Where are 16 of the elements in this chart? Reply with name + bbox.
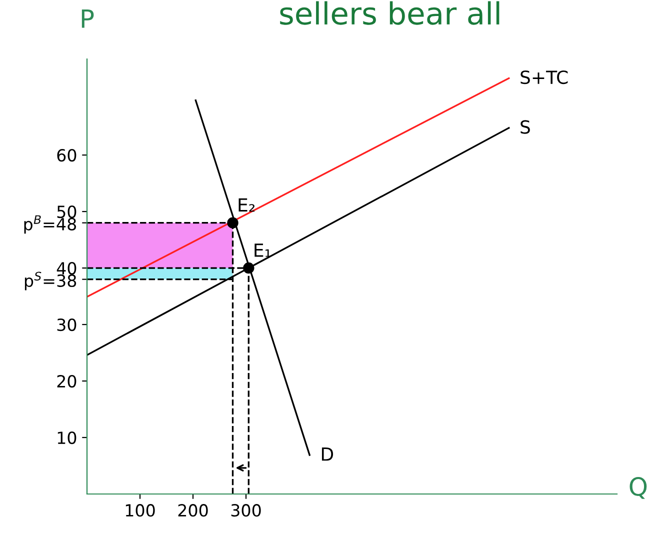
annotation: D <box>322 448 334 461</box>
chart-title: sellers bear all <box>280 1 500 25</box>
y-tick-label: 10 <box>58 431 76 444</box>
annotation: S <box>520 120 530 134</box>
y-tick-label: 60 <box>57 149 76 162</box>
annotation: E₁ <box>254 244 271 257</box>
y-tick-label: 40 <box>56 262 76 275</box>
x-tick-label: 100 <box>126 504 155 517</box>
annotation: E₂ <box>238 198 254 212</box>
y-tick-label: 20 <box>57 374 76 388</box>
y-axis-title: P <box>82 9 94 28</box>
x-axis-title: Q <box>630 477 647 499</box>
x-tick-label: 200 <box>178 504 208 517</box>
x-tick-label: 300 <box>231 504 261 517</box>
y-tick-label: 30 <box>57 318 76 332</box>
annotation: S+TC <box>520 70 568 84</box>
